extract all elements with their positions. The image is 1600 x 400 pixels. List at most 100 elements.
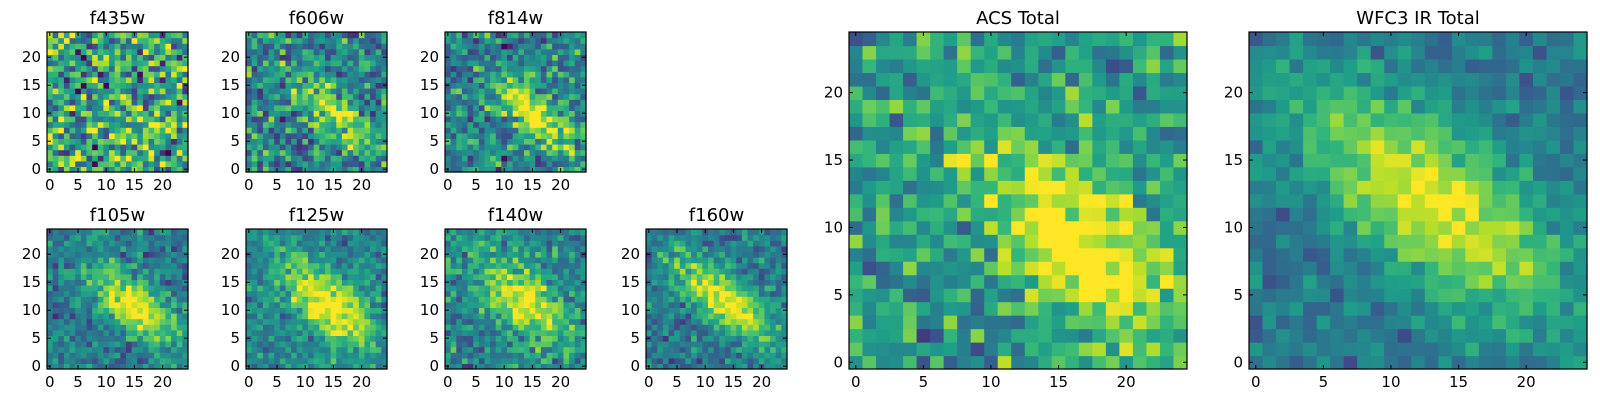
heatmap-cell: [696, 234, 703, 241]
heatmap-cell: [336, 104, 343, 111]
heatmap-cell: [75, 279, 82, 286]
heatmap-cell: [512, 88, 519, 95]
heatmap-cell: [75, 76, 82, 83]
heatmap-cell: [456, 93, 463, 100]
heatmap-cell: [137, 127, 144, 134]
heatmap-cell: [347, 99, 354, 106]
heatmap-cell: [279, 262, 287, 269]
heatmap-cell: [445, 37, 452, 44]
heatmap-cell: [137, 121, 144, 128]
heatmap-cell: [580, 318, 587, 325]
heatmap-cell: [674, 285, 681, 292]
heatmap-cell: [182, 93, 189, 100]
heatmap-cell: [775, 245, 782, 252]
heatmap-cell: [507, 88, 514, 95]
heatmap-cell: [781, 290, 788, 297]
heatmap-cell: [445, 99, 452, 106]
heatmap-cell: [52, 279, 59, 286]
heatmap-cell: [467, 296, 474, 303]
heatmap-cell: [574, 240, 581, 247]
heatmap-cell: [764, 251, 771, 258]
heatmap-cell: [313, 245, 320, 252]
heatmap-cell: [580, 88, 587, 95]
heatmap-cell: [262, 110, 270, 117]
heatmap-cell: [691, 240, 698, 247]
heatmap-cell: [246, 234, 253, 241]
heatmap-cell: [358, 76, 366, 83]
heatmap-cell: [148, 65, 155, 72]
heatmap-cell: [668, 324, 675, 331]
heatmap-cell: [268, 166, 275, 173]
heatmap-cell: [546, 132, 553, 139]
heatmap-cell: [148, 116, 155, 123]
heatmap-cell: [370, 346, 377, 353]
heatmap-cell: [176, 240, 183, 247]
heatmap-cell: [165, 301, 172, 308]
heatmap-cell: [246, 132, 253, 139]
heatmap-cell: [120, 71, 127, 78]
heatmap-cell: [540, 251, 548, 258]
heatmap-cell: [137, 37, 144, 44]
heatmap-cell: [512, 65, 519, 72]
heatmap-cell: [120, 132, 127, 139]
heatmap-cell: [364, 110, 371, 117]
heatmap-cell: [142, 234, 150, 241]
heatmap-cell: [478, 251, 486, 258]
heatmap-cell: [456, 313, 463, 320]
heatmap-cell: [535, 245, 542, 252]
heatmap-cell: [131, 155, 138, 162]
heatmap-cell: [364, 43, 371, 50]
heatmap-cell: [1024, 180, 1039, 195]
heatmap-cell: [484, 121, 491, 128]
heatmap-cell: [552, 335, 559, 342]
heatmap-cell: [557, 104, 565, 111]
heatmap-cell: [1119, 166, 1134, 181]
heatmap-cell: [370, 65, 377, 72]
heatmap-cell: [319, 335, 326, 342]
heatmap-cell: [114, 65, 121, 72]
heatmap-cell: [80, 32, 88, 39]
heatmap-cell: [69, 43, 76, 50]
heatmap-cell: [490, 296, 497, 303]
heatmap-cell: [347, 110, 354, 117]
heatmap-cell: [719, 335, 726, 342]
heatmap-cell: [159, 335, 167, 342]
heatmap-cell: [330, 110, 337, 117]
heatmap-cell: [552, 127, 559, 134]
heatmap-cell: [484, 110, 491, 117]
heatmap-cell: [574, 296, 581, 303]
heatmap-cell: [730, 324, 737, 331]
heatmap-cell: [171, 166, 178, 173]
heatmap-cell: [484, 65, 491, 72]
heatmap-cell: [86, 65, 93, 72]
heatmap-cell: [495, 341, 502, 348]
heatmap-cell: [450, 335, 457, 342]
heatmap-cell: [313, 160, 320, 167]
heatmap-cell: [353, 346, 360, 353]
heatmap-cell: [507, 149, 514, 156]
heatmap-cell: [730, 346, 737, 353]
heatmap-cell: [262, 296, 270, 303]
heatmap-cell: [165, 132, 172, 139]
heatmap-cell: [97, 251, 104, 258]
heatmap-cell: [246, 88, 253, 95]
heatmap-cell: [557, 54, 565, 61]
heatmap-cell: [262, 301, 270, 308]
heatmap-cell: [1092, 274, 1107, 289]
heatmap-cell: [92, 99, 99, 106]
heatmap-cell: [696, 324, 703, 331]
heatmap-cell: [319, 352, 326, 359]
heatmap-cell: [125, 324, 133, 331]
heatmap-cell: [171, 346, 178, 353]
heatmap-cell: [563, 166, 570, 173]
heatmap-cell: [375, 352, 382, 359]
heatmap-cell: [467, 93, 474, 100]
heatmap-cell: [341, 149, 349, 156]
heatmap-cell: [319, 82, 326, 89]
heatmap-cell: [274, 155, 281, 162]
heatmap-cell: [507, 234, 514, 241]
heatmap-cell: [257, 363, 264, 370]
heatmap-cell: [495, 229, 502, 236]
heatmap-cell: [330, 262, 337, 269]
heatmap-cell: [984, 193, 999, 208]
